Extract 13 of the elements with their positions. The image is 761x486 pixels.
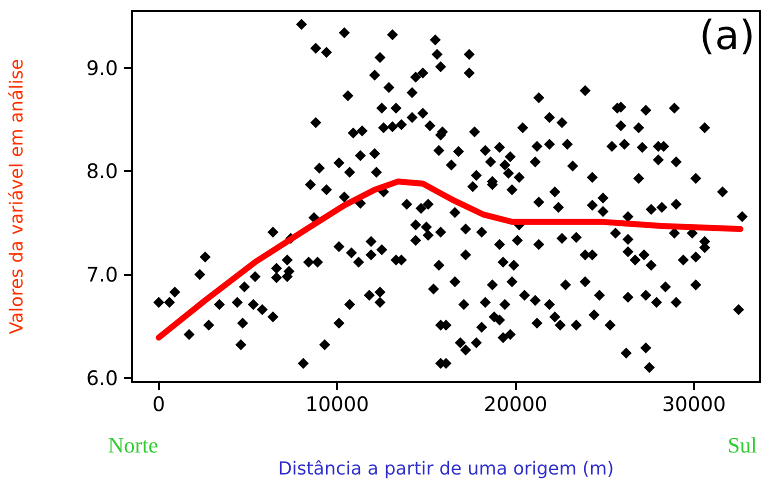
x-tick-label: 30000 [662, 392, 726, 416]
x-tick-label: 20000 [484, 392, 548, 416]
y-tick-label: 8.0 [86, 159, 118, 184]
annotation: (a) [699, 13, 756, 59]
x-tick-label: 10000 [305, 392, 369, 416]
y-axis-title: Valores da variável em análise [6, 58, 28, 334]
x-axis-title: Distância a partir de uma origem (m) [278, 458, 614, 480]
y-tick-label: 6.0 [86, 366, 118, 390]
y-tick-label: 7.0 [86, 262, 118, 287]
x-tick-label: 0 [152, 392, 166, 416]
y-tick-label: 9.0 [86, 56, 118, 80]
text: Norte [108, 432, 158, 458]
text: Sul [728, 432, 758, 458]
